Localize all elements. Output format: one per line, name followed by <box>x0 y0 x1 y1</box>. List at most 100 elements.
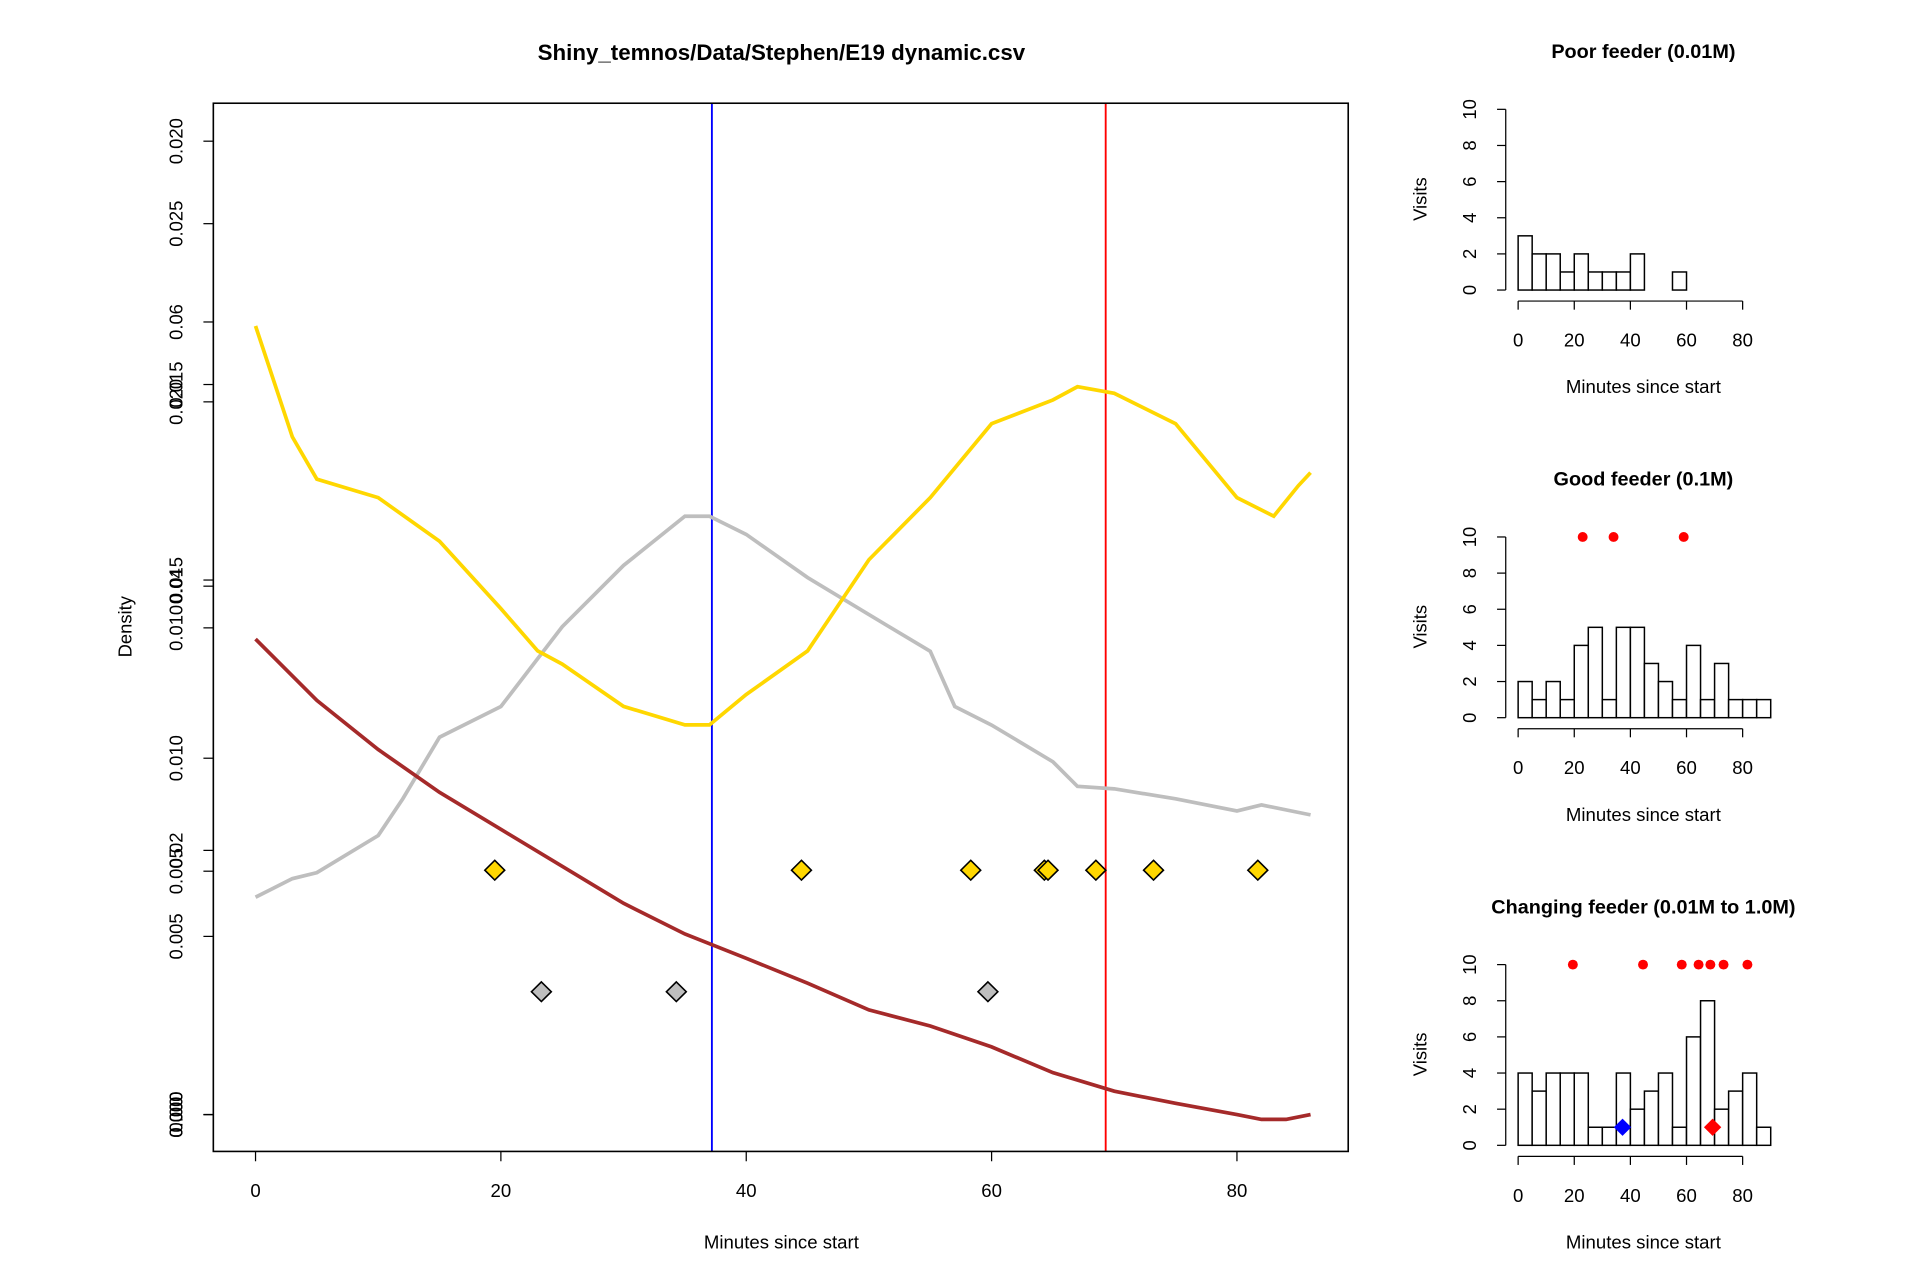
x-tick-label: 40 <box>736 1180 757 1201</box>
y-tick-label: 2 <box>1459 249 1480 259</box>
histogram-bar <box>1573 253 1590 291</box>
y-tick-label: 0.020 <box>165 118 186 164</box>
visit-marker <box>483 859 506 882</box>
x-tick-label: 0 <box>1513 757 1523 778</box>
y-tick-label: 0 <box>1459 713 1480 723</box>
histogram-bar <box>1685 1036 1702 1147</box>
x-axis-label: Minutes since start <box>1566 376 1721 397</box>
y-tick-label: 0.04 <box>165 568 186 604</box>
x-tick-label: 80 <box>1732 1185 1753 1206</box>
histogram-bar <box>1685 644 1702 719</box>
y-tick-label: 8 <box>1459 140 1480 150</box>
x-tick-label: 0 <box>1513 330 1523 351</box>
histogram-bar <box>1713 662 1730 719</box>
x-tick-label: 40 <box>1620 1185 1641 1206</box>
plot-frame <box>212 102 1350 1153</box>
y-tick-label: 0.015 <box>165 361 186 407</box>
x-tick-label: 60 <box>1676 757 1697 778</box>
histogram-bar <box>1657 680 1674 719</box>
y-tick-label: 0.010 <box>165 605 186 651</box>
y-tick-label: 4 <box>1459 640 1480 650</box>
histogram-bar <box>1545 253 1561 291</box>
y-tick-label: 0.000 <box>165 1091 186 1137</box>
visit-dot <box>1693 959 1704 970</box>
x-tick-label: 40 <box>1620 757 1641 778</box>
y-tick-label: 10 <box>1459 527 1480 547</box>
histogram-bar <box>1517 235 1533 291</box>
histogram-bar <box>1601 698 1618 719</box>
histogram-bar <box>1643 662 1660 719</box>
panel-title: Changing feeder (0.01M to 1.0M) <box>1491 896 1795 918</box>
visit-dot <box>1608 532 1619 542</box>
histogram-bar <box>1531 253 1547 291</box>
x-tick-label: 0 <box>250 1180 260 1201</box>
panel-title: Good feeder (0.1M) <box>1554 469 1734 491</box>
x-axis-label: Minutes since start <box>704 1232 859 1253</box>
x-tick-label: 60 <box>1676 330 1697 351</box>
y-axis-label: Visits <box>1409 177 1430 221</box>
y-tick-label: 4 <box>1459 213 1480 223</box>
histogram-bar <box>1699 698 1716 719</box>
y-tick-label: 0.02 <box>165 832 186 868</box>
y-axis-label: Visits <box>1409 1033 1430 1077</box>
y-tick-label: 2 <box>1459 676 1480 686</box>
x-axis-label: Minutes since start <box>1566 804 1721 825</box>
y-tick-label: 0.00 <box>165 1097 186 1133</box>
y-tick-label: 0 <box>1459 1140 1480 1150</box>
x-tick-label: 60 <box>981 1180 1002 1201</box>
y-tick-label: 0.020 <box>165 379 186 425</box>
histogram-bar <box>1559 1072 1576 1147</box>
y-tick-label: 6 <box>1459 1032 1480 1042</box>
x-tick-label: 0 <box>1513 1185 1523 1206</box>
histogram-bar <box>1517 1072 1533 1147</box>
y-tick-label: 10 <box>1459 954 1480 974</box>
panel-title: Poor feeder (0.01M) <box>1551 41 1735 63</box>
visit-dot <box>1742 959 1753 970</box>
visit-dot <box>1577 532 1588 542</box>
histogram-bar <box>1755 698 1772 719</box>
y-tick-label: 0.015 <box>165 557 186 603</box>
visit-marker <box>665 980 688 1003</box>
histogram-bar <box>1629 1108 1646 1147</box>
y-tick-label: 0.06 <box>165 304 186 340</box>
histogram-bar <box>1545 680 1561 719</box>
histogram-bar <box>1601 1126 1618 1147</box>
visit-marker <box>790 859 813 882</box>
visit-dot <box>1705 959 1716 970</box>
x-tick-label: 80 <box>1227 1180 1248 1201</box>
density-line <box>254 514 1311 899</box>
histogram-bar <box>1727 698 1744 719</box>
x-tick-label: 20 <box>1564 330 1585 351</box>
visit-marker <box>1036 859 1060 882</box>
histogram-bar <box>1643 1090 1660 1147</box>
y-tick-label: 6 <box>1459 604 1480 614</box>
visit-dot <box>1676 959 1687 970</box>
histogram-bar <box>1545 1072 1561 1147</box>
histogram-bar <box>1559 271 1576 291</box>
histogram-bar <box>1573 644 1590 719</box>
visit-dot <box>1638 959 1648 970</box>
visit-dot <box>1678 532 1689 542</box>
histogram-bar <box>1741 698 1758 719</box>
y-axis-label: Visits <box>1409 605 1430 649</box>
y-tick-label: 0.005 <box>165 848 186 894</box>
y-tick-label: 6 <box>1459 176 1480 186</box>
visit-marker <box>530 980 553 1003</box>
histogram-bar <box>1671 698 1688 719</box>
density-line <box>254 637 1311 1122</box>
histogram-bar <box>1699 1000 1716 1147</box>
histogram-bar <box>1727 1090 1744 1147</box>
x-tick-label: 20 <box>491 1180 512 1201</box>
x-tick-label: 40 <box>1620 330 1641 351</box>
visit-marker <box>1142 859 1165 882</box>
chart-title: Shiny_temnos/Data/Stephen/E19 dynamic.cs… <box>538 40 1026 65</box>
x-tick-label: 60 <box>1676 1185 1697 1206</box>
histogram-bar <box>1615 626 1632 719</box>
histogram-bar <box>1531 698 1547 719</box>
histogram-bar <box>1671 1126 1688 1147</box>
visit-dot <box>1718 959 1729 970</box>
visit-marker <box>1084 859 1107 882</box>
y-tick-label: 2 <box>1459 1104 1480 1114</box>
